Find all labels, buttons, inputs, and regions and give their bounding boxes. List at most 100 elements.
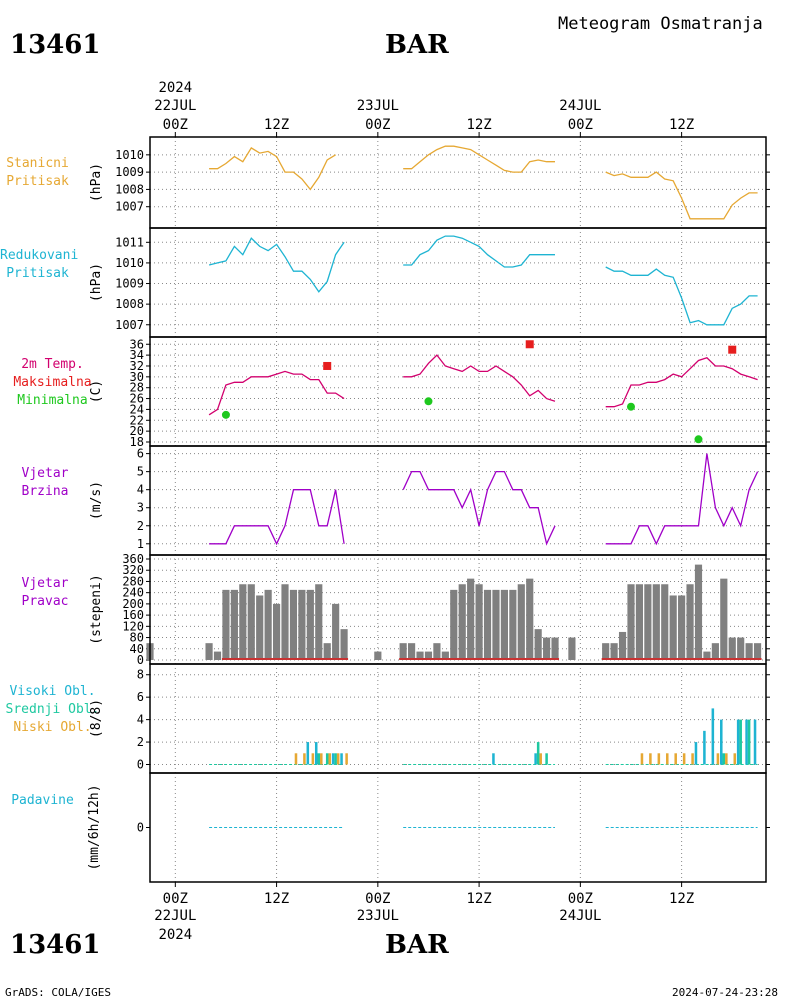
label-pressure-line1: Stanicni (6, 156, 69, 171)
wind-dir-bar (205, 643, 213, 660)
wind-dir-bar (669, 595, 677, 660)
wind-dir-bar (239, 584, 247, 660)
ytick-label-clouds: 0 (137, 758, 144, 772)
label-reduced-line1: Redukovani (0, 248, 79, 263)
time-tick-top: 00Z (568, 117, 593, 133)
wind-dir-bar (213, 651, 222, 660)
series-line-pressure (209, 147, 336, 191)
cloud-bar-low (666, 753, 669, 765)
panel-frame-precip (149, 772, 767, 883)
series-line-wind_speed (402, 470, 556, 546)
wind-dir-bar (222, 589, 230, 660)
wind-dir-bar (374, 651, 382, 660)
cloud-bar-high (753, 719, 757, 765)
ytick-label-reduced: 1010 (115, 256, 144, 270)
panel-frame-reduced (149, 227, 767, 338)
cloud-bar-high (331, 753, 335, 765)
unit-label-temp: (C) (89, 380, 104, 403)
wind-dir-bar (492, 589, 500, 660)
ytick-label-temp: 22 (130, 413, 144, 427)
series-line-reduced (208, 237, 345, 293)
wind-dir-bar (745, 643, 753, 660)
cloud-bar-high (534, 753, 537, 765)
wind-dir-bar (737, 637, 745, 660)
ytick-label-reduced: 1008 (115, 297, 144, 311)
ytick-label-pressure: 1007 (115, 200, 144, 214)
wind-dir-bar (694, 564, 703, 660)
wind-dir-bar (458, 584, 466, 660)
wind-dir-bar (644, 584, 652, 660)
ytick-label-wind_dir: 80 (130, 631, 144, 645)
unit-label-pressure: (hPa) (89, 163, 104, 202)
wind-dir-bar (247, 584, 255, 660)
label-precip-line1: Padavine (11, 793, 74, 808)
ytick-label-wind_dir: 200 (122, 597, 144, 611)
ytick-label-temp: 28 (130, 381, 144, 395)
wind-dir-bar (635, 584, 644, 660)
unit-label-reduced: (hPa) (89, 263, 104, 302)
cloud-bar-mid (317, 753, 321, 765)
cloud-bar-high (711, 708, 715, 765)
wind-dir-bar (256, 595, 264, 660)
cloud-bar-low (303, 753, 306, 765)
series-line-wind_speed (605, 453, 759, 546)
ytick-label-temp: 20 (130, 424, 144, 438)
cloud-bar-mid (536, 742, 540, 765)
time-tick-top: 00Z (365, 117, 390, 133)
label-temp-line3: Minimalna (17, 393, 88, 408)
time-tick-bottom: 00Z (163, 891, 188, 907)
wind-dir-bar (703, 651, 711, 660)
wind-dir-bar (678, 595, 686, 660)
ytick-label-reduced: 1007 (115, 318, 144, 332)
cloud-bar-mid (739, 719, 742, 765)
cloud-bar-high (694, 742, 698, 765)
wind-dir-bar (618, 631, 627, 660)
ytick-label-temp: 32 (130, 359, 144, 373)
cloud-bar-low (657, 753, 661, 765)
ytick-label-wind_speed: 5 (137, 465, 144, 479)
cloud-bar-high (492, 753, 495, 765)
year-label-top: 2024 (158, 80, 192, 96)
wind-dir-bar (264, 589, 272, 660)
wind-dir-bar (543, 637, 551, 660)
ytick-label-wind_speed: 6 (137, 447, 144, 461)
ytick-label-wind_dir: 0 (137, 653, 144, 667)
ytick-label-wind_speed: 1 (137, 537, 144, 551)
wind-dir-bar (652, 584, 660, 660)
min-temp-point (424, 397, 433, 406)
date-label-bottom: 24JUL (559, 908, 601, 924)
cloud-bar-high (306, 742, 310, 765)
ytick-label-wind_dir: 280 (122, 574, 144, 588)
unit-label-clouds: (8/8) (89, 699, 104, 738)
wind-dir-bar (323, 643, 331, 660)
wind-dir-bar (298, 589, 306, 660)
wind-dir-bar (467, 578, 475, 660)
series-line-reduced (403, 235, 555, 268)
max-temp-point (728, 345, 737, 354)
label-wind-speed: Vjetar Brzina (0, 465, 90, 501)
ytick-label-temp: 24 (130, 402, 144, 416)
cloud-bar-low (691, 753, 694, 765)
date-label-top: 23JUL (357, 98, 399, 114)
cloud-bar-low (733, 753, 737, 765)
ytick-label-wind_dir: 360 (122, 552, 144, 566)
wind-dir-bar (272, 603, 281, 660)
cloud-bar-high (703, 730, 706, 765)
date-label-top: 22JUL (154, 98, 196, 114)
time-tick-top: 12Z (669, 117, 694, 133)
label-temp: 2m Temp. Maksimalna Minimalna (0, 356, 105, 410)
wind-dir-bar (526, 578, 534, 660)
cloud-bar-low (716, 753, 720, 765)
label-wind-dir: Vjetar Pravac (0, 575, 90, 611)
timestamp: 2024-07-24-23:28 (672, 986, 778, 999)
footer-station-name: BAR (385, 930, 449, 960)
ytick-label-wind_speed: 3 (137, 501, 144, 515)
wind-dir-bar (424, 651, 433, 660)
label-clouds-line2: Srednji Obl. (5, 702, 100, 717)
ytick-label-pressure: 1009 (115, 165, 144, 179)
ytick-label-reduced: 1009 (115, 277, 144, 291)
date-label-bottom: 22JUL (154, 908, 196, 924)
wind-dir-bar (711, 643, 719, 660)
label-reduced-line2: Pritisak (6, 266, 69, 281)
